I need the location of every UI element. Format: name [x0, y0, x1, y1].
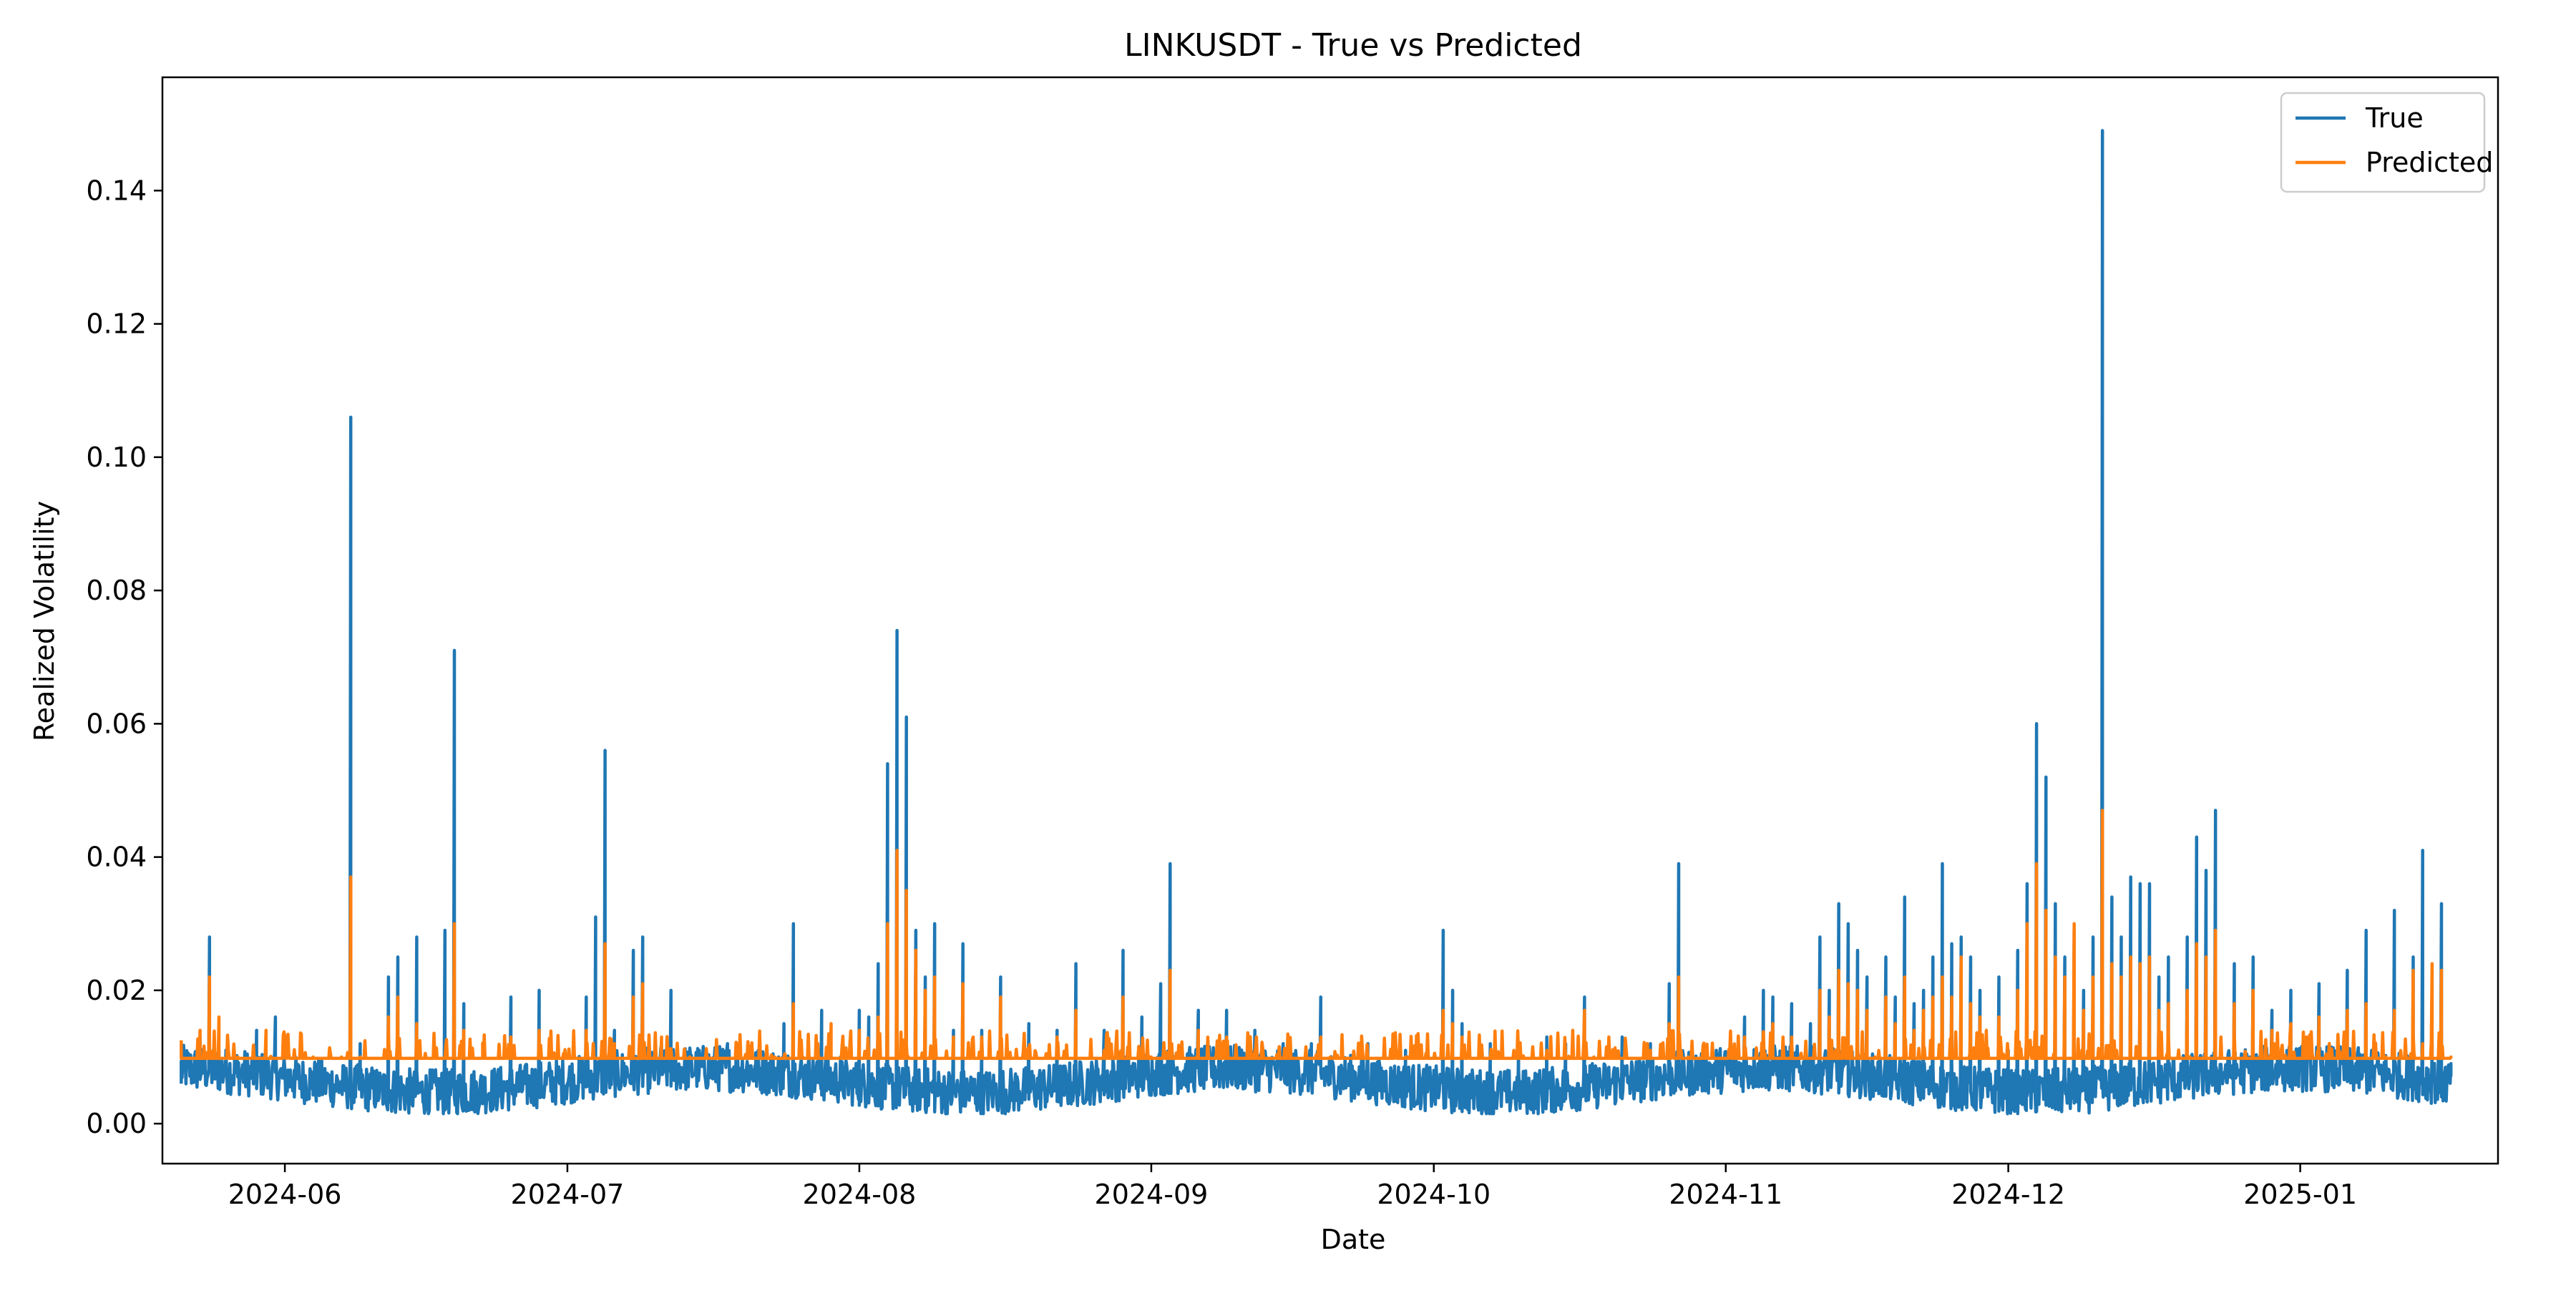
y-tick-label: 0.02	[86, 975, 147, 1006]
x-axis-ticks: 2024-06 2024-07 2024-08 2024-09 2024-10 2024-…	[228, 1164, 2357, 1210]
legend[interactable]: True Predicted	[2280, 92, 2493, 193]
x-tick-label: 2024-08	[803, 1179, 917, 1210]
y-axis-label: Realized Volatility	[29, 501, 60, 741]
chart-title: LINKUSDT - True vs Predicted	[1124, 27, 1582, 64]
y-tick-label: 0.04	[86, 842, 147, 873]
series-line-true	[180, 129, 2453, 1116]
x-tick-label: 2024-07	[511, 1179, 625, 1210]
x-tick-label: 2024-11	[1669, 1179, 1782, 1210]
x-tick-label: 2024-10	[1377, 1179, 1491, 1210]
y-axis-ticks: 0.00 0.02 0.04 0.06 0.08 0.10 0.12 0.14	[86, 175, 162, 1139]
y-tick-label: 0.14	[86, 175, 147, 206]
y-tick-label: 0.00	[86, 1108, 147, 1139]
x-axis-label: Date	[1321, 1224, 1386, 1255]
x-tick-label: 2024-09	[1095, 1179, 1209, 1210]
y-tick-label: 0.10	[86, 442, 147, 473]
x-tick-label: 2024-06	[228, 1179, 342, 1210]
x-tick-label: 2025-01	[2243, 1179, 2357, 1210]
y-tick-label: 0.06	[86, 708, 147, 739]
legend-label-true: True	[2365, 102, 2424, 134]
plot-content	[180, 129, 2453, 1116]
y-tick-label: 0.12	[86, 308, 147, 340]
plot-frame	[161, 76, 2499, 1165]
series-line-predicted	[180, 809, 2453, 1061]
y-tick-label: 0.08	[86, 575, 147, 606]
legend-label-predicted: Predicted	[2366, 147, 2493, 178]
x-tick-label: 2024-12	[1951, 1179, 2065, 1210]
